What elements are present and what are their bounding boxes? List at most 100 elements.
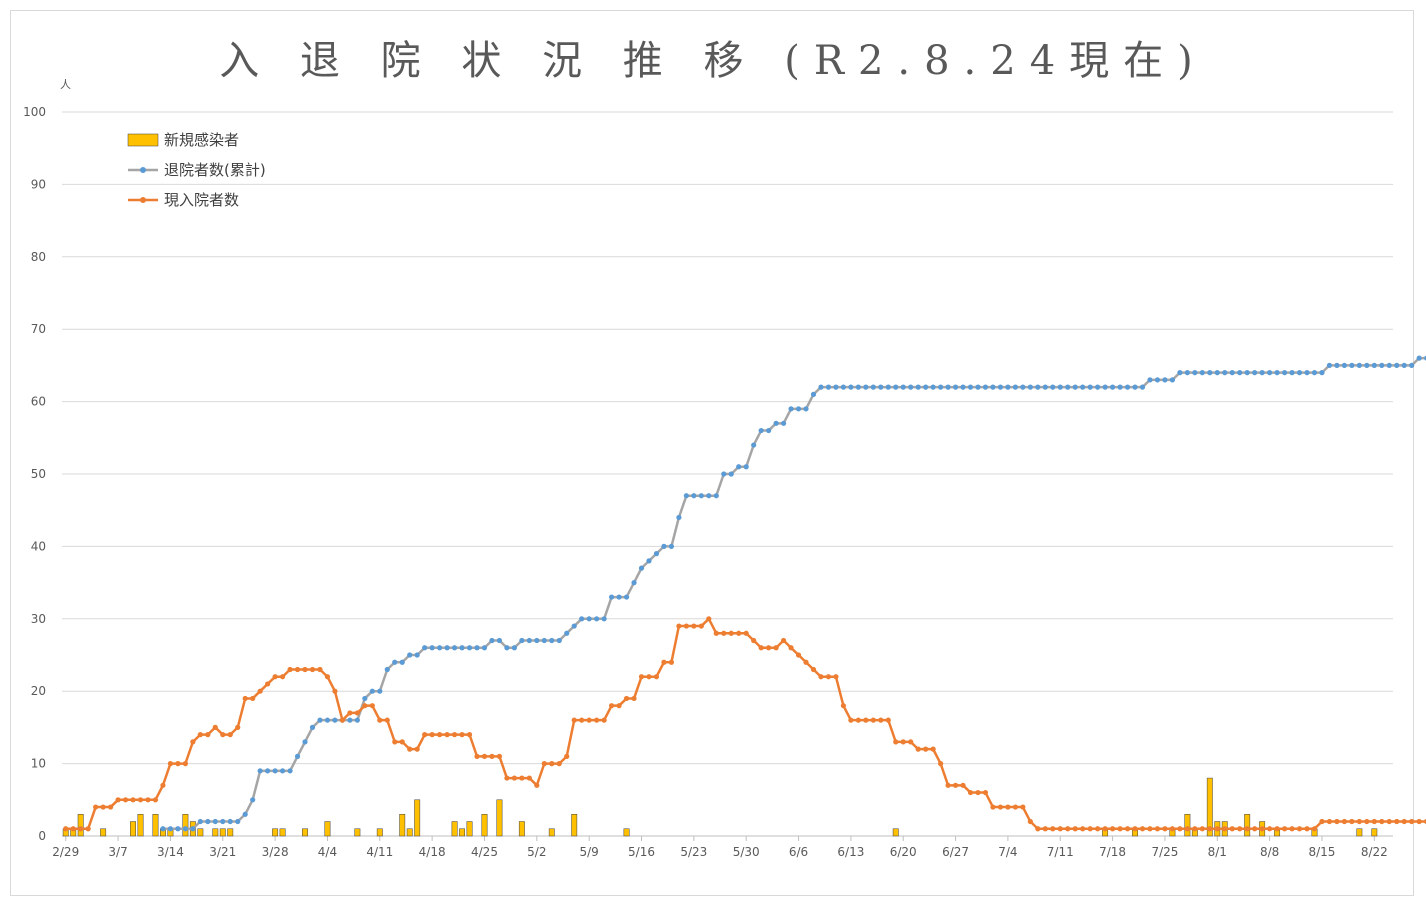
x-tick-label: 5/2 [527,845,546,859]
point-current-inpatients [1379,818,1385,825]
point-current-inpatients [466,732,473,738]
point-current-inpatients [272,674,278,680]
point-discharged-cumulative [878,384,884,390]
point-discharged-cumulative [952,384,959,390]
x-tick-label: 7/4 [998,845,1017,859]
x-tick-label: 3/28 [262,845,289,859]
point-discharged-cumulative [504,645,510,651]
x-tick-label: 5/23 [680,845,707,859]
point-current-inpatients [631,695,637,702]
point-current-inpatients [945,782,951,788]
point-discharged-cumulative [795,406,802,412]
x-tick-label: 6/27 [942,845,969,859]
y-tick-label: 40 [31,539,46,553]
point-current-inpatients [1154,826,1161,832]
point-discharged-cumulative [923,384,929,390]
bar-new-case [130,821,136,837]
point-discharged-cumulative [788,406,794,412]
point-discharged-cumulative [549,637,555,644]
point-discharged-cumulative [676,514,682,521]
point-discharged-cumulative [212,818,218,825]
point-discharged-cumulative [840,384,847,390]
point-current-inpatients [362,703,368,709]
x-tick-label: 5/9 [580,845,599,859]
point-discharged-cumulative [1326,362,1333,368]
y-tick-label: 30 [31,612,46,626]
y-tick-label: 60 [31,395,46,409]
point-current-inpatients [122,797,129,803]
point-current-inpatients [1057,826,1063,832]
point-discharged-cumulative [728,471,734,477]
x-tick-label: 7/25 [1151,845,1178,859]
point-discharged-cumulative [242,811,248,817]
point-current-inpatients [773,645,779,651]
point-current-inpatients [1102,826,1108,832]
point-current-inpatients [616,703,622,709]
point-discharged-cumulative [1319,370,1325,376]
point-current-inpatients [863,717,869,723]
y-tick-label: 70 [31,322,46,336]
legend-swatch-inpatients-marker [140,197,146,203]
point-current-inpatients [1050,826,1056,832]
point-current-inpatients [1252,826,1258,832]
point-discharged-cumulative [235,818,241,825]
point-discharged-cumulative [661,543,667,550]
point-current-inpatients [1139,826,1146,832]
point-current-inpatients [1401,818,1407,825]
point-discharged-cumulative [1379,362,1385,368]
point-current-inpatients [1065,826,1071,832]
point-current-inpatients [145,797,151,803]
point-discharged-cumulative [810,391,817,397]
point-discharged-cumulative [1050,384,1056,390]
point-current-inpatients [399,739,405,745]
point-discharged-cumulative [332,717,338,723]
point-discharged-cumulative [646,558,652,564]
point-discharged-cumulative [182,826,188,832]
bar-new-case [182,814,189,837]
point-discharged-cumulative [631,580,637,586]
point-discharged-cumulative [489,637,495,644]
point-current-inpatients [638,674,645,680]
point-current-inpatients [347,710,353,716]
point-current-inpatients [1386,818,1392,825]
point-current-inpatients [1027,818,1033,825]
point-current-inpatients [788,645,794,651]
x-tick-label: 3/7 [108,845,127,859]
point-discharged-cumulative [1304,370,1310,376]
point-current-inpatients [429,732,435,738]
point-current-inpatients [967,789,974,796]
x-tick-label: 3/21 [209,845,236,859]
point-discharged-cumulative [766,427,772,434]
legend-label-discharged: 退院者数(累計) [164,161,266,179]
point-current-inpatients [676,623,682,629]
legend-swatch-discharged-marker [140,167,146,173]
point-discharged-cumulative [825,384,832,390]
legend-label-new-cases: 新規感染者 [164,131,239,149]
point-current-inpatients [982,789,989,796]
point-current-inpatients [407,746,413,752]
point-current-inpatients [900,739,906,745]
point-discharged-cumulative [1139,384,1146,390]
bar-new-case [137,814,144,837]
point-current-inpatients [601,717,607,723]
point-discharged-cumulative [1207,370,1213,376]
bar-new-case [481,814,488,837]
point-current-inpatients [220,732,226,738]
point-current-inpatients [691,623,697,629]
point-current-inpatients [795,652,802,658]
point-current-inpatients [137,797,144,803]
point-current-inpatients [1080,826,1086,832]
point-current-inpatients [549,761,555,767]
point-current-inpatients [190,739,196,745]
point-discharged-cumulative [601,616,607,622]
bar-new-case [496,799,503,837]
point-current-inpatients [519,775,525,781]
point-current-inpatients [317,666,323,673]
bar-new-case [1356,828,1363,837]
point-discharged-cumulative [362,695,368,702]
point-discharged-cumulative [773,420,779,426]
point-discharged-cumulative [302,739,308,745]
point-current-inpatients [339,717,346,723]
point-current-inpatients [414,746,420,752]
point-current-inpatients [1334,818,1340,825]
